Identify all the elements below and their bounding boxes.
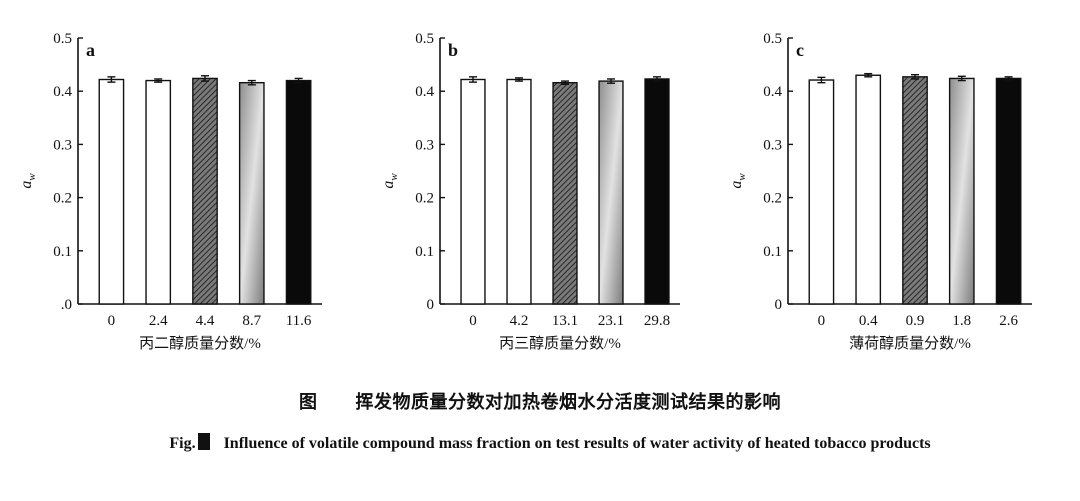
y-tick-label: 0.4 — [763, 84, 782, 100]
bar — [192, 77, 218, 305]
panel-letter: b — [448, 40, 458, 60]
y-axis-label: aw — [18, 173, 38, 189]
y-tick-label: 0.3 — [53, 137, 72, 153]
caption-english: Fig. Influence of volatile compound mass … — [120, 428, 980, 460]
y-tick-label: 0.2 — [415, 191, 434, 207]
x-tick-label: 0 — [469, 313, 477, 329]
chart-panel-b: 0 0.1 0.2 0.3 0.4 0.5 aw b 0 4.2 13.1 23.1 29.8 丙三醇质量… — [380, 31, 680, 352]
bar — [145, 79, 172, 305]
bar — [855, 74, 882, 305]
panel-letter: a — [86, 40, 95, 60]
x-tick-label: 4.2 — [510, 313, 529, 329]
y-tick-label: 0.4 — [415, 84, 434, 100]
chart-panel-c: 0 0.1 0.2 0.3 0.4 0.5 aw c 0 0.4 0.9 1.8 2.6 薄荷醇质量分数/… — [728, 31, 1032, 352]
y-tick-label: 0.3 — [415, 137, 434, 153]
bar — [902, 76, 928, 305]
bar — [808, 79, 835, 305]
x-tick-label: 4.4 — [196, 313, 215, 329]
y-axis-label: aw — [728, 173, 748, 189]
x-tick-label: 29.8 — [644, 313, 670, 329]
y-axis-label: aw — [380, 173, 400, 189]
bar — [644, 78, 670, 305]
bar — [285, 79, 312, 305]
x-tick-label: 0 — [108, 313, 116, 329]
x-axis-label: 丙二醇质量分数/% — [139, 335, 261, 352]
y-tick-label: 0.1 — [415, 244, 434, 260]
bar — [238, 81, 265, 305]
x-tick-label: 1.8 — [952, 313, 971, 329]
y-tick-label: .0 — [61, 297, 72, 313]
y-tick-label: 0 — [775, 297, 783, 313]
bar — [598, 80, 624, 305]
y-axis-label-subscript: w — [26, 173, 38, 181]
y-tick-label: 0.1 — [763, 244, 782, 260]
figure-number-redaction — [197, 433, 210, 450]
y-tick-label: 0.5 — [763, 31, 782, 47]
x-axis-label: 薄荷醇质量分数/% — [849, 335, 971, 352]
x-tick-label: 0.9 — [906, 313, 925, 329]
caption-cn-text: 挥发物质量分数对加热卷烟水分活度测试结果的影响 — [355, 392, 781, 413]
y-tick-label: 0.3 — [763, 137, 782, 153]
y-axis-label-subscript: w — [736, 173, 748, 181]
x-tick-label: 0 — [818, 313, 826, 329]
panel-letter: c — [796, 40, 804, 60]
y-tick-label: 0.1 — [53, 244, 72, 260]
x-tick-label: 13.1 — [552, 313, 578, 329]
y-axis-label-subscript: w — [388, 173, 400, 181]
bar — [98, 78, 125, 305]
chart-panel-a: .0 0.1 0.2 0.3 0.4 0.5 aw a 0 2.4 4.4 8.7 11.6 丙二醇质量分… — [18, 31, 322, 352]
bar — [506, 78, 532, 305]
y-tick-label: 0.2 — [53, 191, 72, 207]
caption-en-label: Fig. — [169, 435, 196, 452]
bar — [995, 77, 1022, 305]
y-tick-label: 0.4 — [53, 84, 72, 100]
bar — [948, 77, 975, 305]
y-tick-label: 0.2 — [763, 191, 782, 207]
x-tick-label: 8.7 — [242, 313, 261, 329]
x-tick-label: 23.1 — [598, 313, 624, 329]
y-tick-label: 0.5 — [53, 31, 72, 47]
bar — [460, 78, 486, 305]
y-tick-label: 0 — [427, 297, 435, 313]
x-tick-label: 0.4 — [859, 313, 878, 329]
figure-charts: .0 0.1 0.2 0.3 0.4 0.5 aw a 0 2.4 4.4 8.7 11.6 丙二醇质量分… — [18, 31, 1032, 352]
x-axis-label: 丙三醇质量分数/% — [499, 335, 621, 352]
y-tick-label: 0.5 — [415, 31, 434, 47]
caption-en-text: Influence of volatile compound mass frac… — [223, 435, 931, 452]
x-tick-label: 2.6 — [999, 313, 1018, 329]
x-tick-label: 11.6 — [286, 313, 312, 329]
bar — [552, 81, 578, 305]
caption-chinese: 图 挥发物质量分数对加热卷烟水分活度测试结果的影响 — [0, 388, 1080, 414]
x-tick-label: 2.4 — [149, 313, 168, 329]
caption-cn-label: 图 — [299, 392, 318, 413]
